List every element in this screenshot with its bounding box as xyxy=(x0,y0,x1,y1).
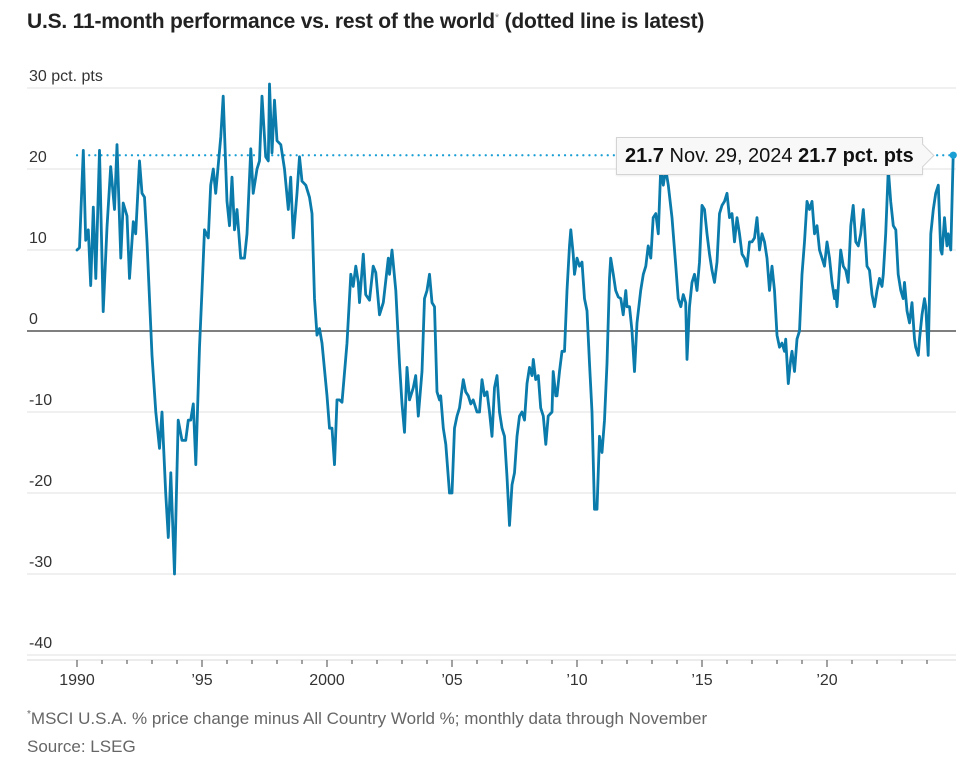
title-asterisk: * xyxy=(494,12,499,24)
tooltip-date: Nov. 29, 2024 xyxy=(669,145,793,167)
x-tick-label: ’20 xyxy=(816,672,837,689)
source-note: Source: LSEG xyxy=(27,737,136,756)
title-main: U.S. 11-month performance vs. rest of th… xyxy=(27,10,495,33)
y-tick-label: -40 xyxy=(29,635,52,652)
x-tick-label: ’15 xyxy=(691,672,712,689)
title-suffix: (dotted line is latest) xyxy=(498,10,705,33)
latest-point-marker xyxy=(949,151,957,159)
x-tick-label: 2000 xyxy=(309,672,345,689)
x-tick-label: ’95 xyxy=(191,672,212,689)
y-tick-label: -30 xyxy=(29,554,52,571)
series-layer xyxy=(75,82,957,576)
tooltip-value-label: 21.7 pct. pts xyxy=(798,145,914,167)
tooltip-value: 21.7 xyxy=(625,145,664,167)
y-tick-label: 30 pct. pts xyxy=(29,68,103,85)
y-tick-label: 10 xyxy=(29,230,47,247)
x-tick-label: 1990 xyxy=(59,672,95,689)
y-axis: 30 pct. pts 20 10 0 -10 -20 -30 -40 xyxy=(29,68,103,652)
y-tick-label: -20 xyxy=(29,473,52,490)
footnote-asterisk: * xyxy=(27,709,31,720)
x-tick-label: ’05 xyxy=(441,672,462,689)
x-tick-label: ’10 xyxy=(566,672,587,689)
latest-tooltip: 21.7 Nov. 29, 2024 21.7 pct. pts xyxy=(616,137,935,175)
footnote-text: MSCI U.S.A. % price change minus All Cou… xyxy=(30,709,708,728)
y-tick-label: 0 xyxy=(29,311,38,328)
y-tick-label: 20 xyxy=(29,149,47,166)
series-line xyxy=(75,82,955,576)
x-axis: 1990 ’95 2000 ’05 ’10 ’15 ’20 xyxy=(27,659,956,689)
chart-title: U.S. 11-month performance vs. rest of th… xyxy=(27,10,704,34)
footnote: *MSCI U.S.A. % price change minus All Co… xyxy=(27,709,707,729)
y-tick-label: -10 xyxy=(29,392,52,409)
